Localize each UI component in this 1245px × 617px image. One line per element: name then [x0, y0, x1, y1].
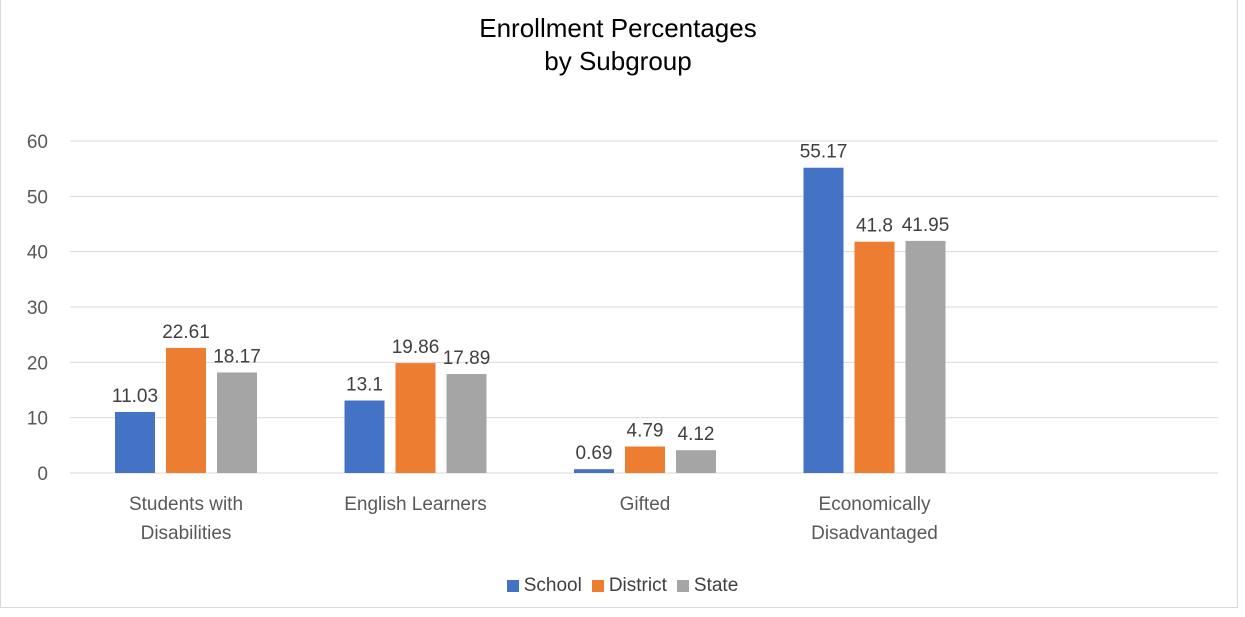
bar-state-1 — [446, 374, 487, 473]
chart-frame — [0, 0, 1238, 608]
y-tick-label-60: 60 — [27, 132, 48, 153]
legend-item-state: State — [676, 575, 739, 597]
legend: School District State — [0, 575, 1245, 597]
y-tick-label-50: 50 — [27, 187, 48, 208]
data-label-district-0: 22.61 — [162, 322, 210, 343]
x-tick-label-2-0: Gifted — [620, 494, 671, 515]
bar-state-0 — [217, 372, 257, 473]
data-label-school-2: 0.69 — [576, 443, 613, 464]
legend-item-school: School — [506, 575, 582, 597]
data-label-district-3: 41.8 — [856, 216, 893, 237]
legend-label-school: School — [523, 575, 582, 596]
legend-label-district: District — [608, 575, 667, 596]
data-label-state-2: 4.12 — [678, 424, 715, 445]
bar-district-3 — [854, 241, 895, 473]
bar-school-3 — [803, 167, 844, 473]
data-label-district-2: 4.79 — [627, 420, 664, 441]
chart-title: Enrollment Percentages by Subgroup — [0, 12, 1236, 78]
x-tick-label-0-1: Disabilities — [141, 523, 232, 544]
x-tick-label-1-0: English Learners — [344, 494, 487, 515]
y-tick-label-10: 10 — [27, 409, 48, 430]
legend-label-state: State — [693, 575, 739, 596]
data-label-district-1: 19.86 — [392, 337, 440, 358]
bar-district-1 — [395, 363, 436, 473]
chart-title-line-1: Enrollment Percentages — [479, 13, 757, 43]
bar-district-2 — [625, 446, 665, 473]
bar-school-0 — [115, 411, 155, 473]
bar-state-3 — [905, 240, 946, 473]
bar-school-1 — [344, 400, 385, 473]
data-label-school-3: 55.17 — [800, 142, 848, 163]
x-tick-label-3-1: Disadvantaged — [811, 523, 938, 544]
bar-school-2 — [574, 469, 614, 473]
data-label-school-0: 11.03 — [112, 386, 158, 407]
data-label-state-3: 41.95 — [902, 215, 950, 236]
y-tick-label-0: 0 — [37, 464, 48, 485]
x-tick-label-3-0: Economically — [819, 494, 931, 515]
data-label-school-1: 13.1 — [346, 375, 383, 396]
legend-swatch-district — [591, 580, 604, 592]
data-label-state-1: 17.89 — [443, 348, 491, 369]
data-label-state-0: 18.17 — [213, 346, 261, 367]
legend-swatch-state — [676, 580, 689, 592]
y-tick-label-20: 20 — [27, 353, 48, 374]
chart-title-line-2: by Subgroup — [544, 46, 692, 76]
y-tick-label-40: 40 — [27, 243, 48, 264]
legend-item-district: District — [591, 575, 667, 597]
bar-district-0 — [166, 347, 206, 473]
x-tick-label-0-0: Students with — [129, 494, 243, 515]
y-tick-label-30: 30 — [27, 298, 48, 319]
bar-state-2 — [676, 450, 716, 473]
legend-swatch-school — [506, 580, 519, 592]
